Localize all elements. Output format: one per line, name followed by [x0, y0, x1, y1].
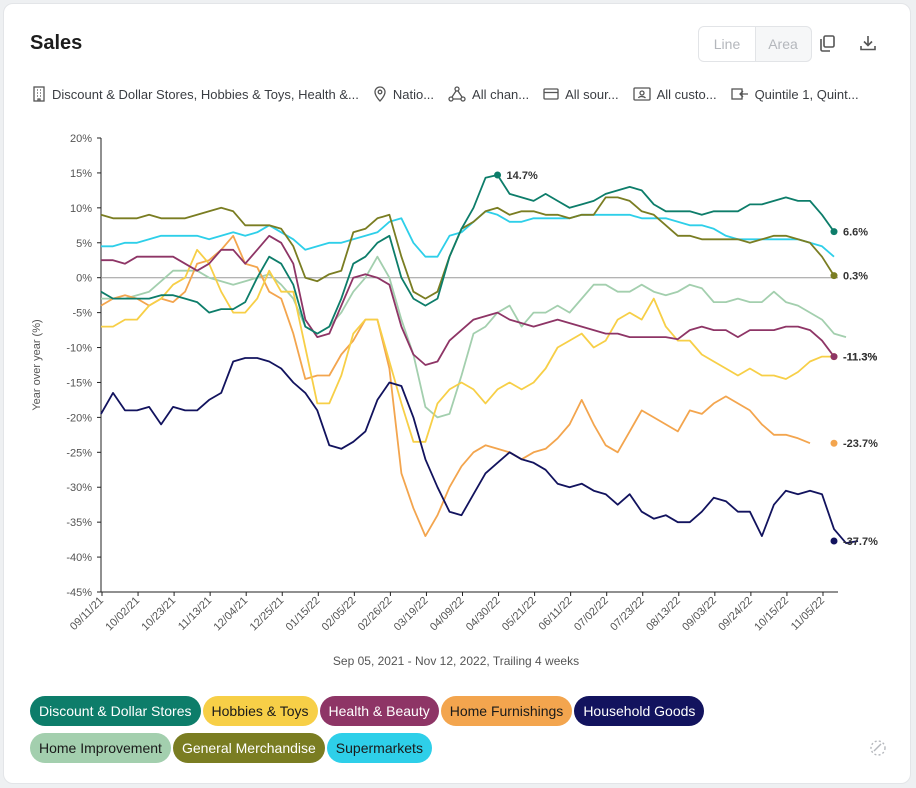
x-tick-label: 12/25/21: [248, 595, 287, 634]
line-toggle-option[interactable]: Line: [699, 27, 755, 61]
y-tick-label: -45%: [66, 587, 92, 599]
series-end-label: -11.3%: [843, 352, 877, 364]
x-tick-label: 01/15/22: [284, 595, 323, 634]
series-end-point: [830, 228, 838, 236]
peak-label: 14.7%: [507, 170, 538, 182]
y-tick-label: -5%: [72, 308, 92, 320]
legend-chip[interactable]: Home Improvement: [30, 733, 171, 763]
legend-chip[interactable]: Hobbies & Toys: [202, 696, 318, 726]
filter-sources[interactable]: All sour...: [543, 86, 619, 102]
y-tick-label: -35%: [66, 517, 92, 529]
series-end-label: 6.6%: [843, 227, 868, 239]
legend-chip[interactable]: Supermarkets: [326, 733, 432, 763]
legend-chip[interactable]: Household Goods: [574, 696, 705, 726]
filter-label: Natio...: [392, 86, 435, 102]
filter-label: All chan...: [472, 86, 530, 102]
filter-customers[interactable]: All custo...: [632, 86, 717, 102]
filter-bar: Discount & Dollar Stores, Hobbies & Toys…: [32, 84, 873, 104]
channels-icon: [448, 86, 466, 102]
series-line: [100, 357, 859, 545]
x-tick-label: 11/05/22: [789, 595, 827, 633]
x-tick-label: 10/23/21: [139, 595, 178, 634]
card-icon: [543, 88, 559, 100]
filter-channels[interactable]: All chan...: [448, 86, 529, 102]
y-tick-label: -10%: [66, 343, 92, 355]
filter-label: Quintile 1, Quint...: [754, 86, 859, 102]
filter-quintile[interactable]: Quintile 1, Quint...: [730, 86, 859, 102]
y-tick-label: 5%: [76, 238, 92, 250]
series-end-point: [830, 353, 838, 361]
series-end-point: [830, 272, 838, 280]
area-toggle-option[interactable]: Area: [768, 36, 798, 52]
y-tick-label: 20%: [70, 133, 92, 145]
series-end-point: [830, 439, 838, 447]
x-tick-label: 11/13/21: [176, 595, 214, 633]
x-tick-label: 07/02/22: [572, 595, 611, 634]
y-tick-label: 0%: [76, 273, 92, 285]
series-end-label: 0.3%: [843, 271, 868, 283]
x-tick-label: 02/26/22: [356, 595, 395, 634]
y-tick-label: -15%: [66, 377, 92, 389]
filter-label: Discount & Dollar Stores, Hobbies & Toys…: [52, 86, 359, 102]
x-tick-label: 09/03/22: [680, 595, 719, 634]
x-tick-label: 12/04/21: [212, 595, 251, 634]
x-tick-label: 04/30/22: [464, 595, 503, 634]
y-tick-label: 10%: [70, 203, 92, 215]
copy-icon[interactable]: [816, 32, 838, 54]
series-line: [100, 174, 835, 335]
series-end-label: -23.7%: [843, 438, 878, 450]
x-tick-label: 09/11/21: [68, 595, 106, 633]
series-end-point: [830, 537, 838, 545]
chart-type-toggle[interactable]: Line Area: [698, 26, 812, 62]
sales-line-chart: 20% 15% 10% 5% 0% -5% -10% -15% -20% -25% -30% -35%…: [31, 133, 878, 668]
page-title: Sales: [30, 32, 83, 54]
x-tick-label: 08/13/22: [644, 595, 683, 634]
series-line: [100, 196, 835, 300]
quintile-icon: [730, 88, 748, 100]
y-tick-label: -20%: [66, 412, 92, 424]
series-line: [101, 248, 834, 443]
x-tick-label: 07/23/22: [608, 595, 647, 634]
customer-id-icon: [632, 87, 651, 101]
download-icon[interactable]: [857, 32, 879, 54]
legend-chip[interactable]: Health & Beauty: [319, 696, 439, 726]
filter-categories[interactable]: Discount & Dollar Stores, Hobbies & Toys…: [32, 86, 359, 102]
y-tick-label: -40%: [66, 552, 92, 564]
y-tick-label: -30%: [66, 482, 92, 494]
store-icon: [33, 86, 45, 102]
series-end-label: -11.3%: [843, 352, 877, 364]
x-tick-label: 03/19/22: [392, 595, 431, 634]
filter-label: All sour...: [565, 86, 619, 102]
x-axis-title: Sep 05, 2021 - Nov 12, 2022, Trailing 4 …: [333, 654, 579, 668]
x-tick-label: 10/02/21: [103, 595, 142, 634]
peak-point: [494, 171, 502, 179]
series-line: [101, 234, 835, 366]
chart-legend: Discount & Dollar Stores Hobbies & Toys He…: [30, 696, 810, 770]
loading-spinner-icon: [870, 740, 886, 756]
y-axis-title: Year over year (%): [31, 319, 43, 410]
series-line: [101, 210, 835, 258]
legend-chip[interactable]: Discount & Dollar Stores: [30, 696, 201, 726]
series-end-label: -37.7%: [843, 536, 878, 548]
filter-label: All custo...: [656, 86, 717, 102]
x-tick-label: 02/05/22: [320, 595, 359, 634]
x-tick-label: 05/21/22: [500, 595, 539, 634]
y-tick-label: -25%: [66, 447, 92, 459]
y-tick-label: 15%: [70, 168, 92, 180]
series-line: [101, 255, 847, 419]
x-tick-label: 10/15/22: [752, 595, 791, 634]
x-tick-label: 09/24/22: [716, 595, 755, 634]
filter-location[interactable]: Natio...: [373, 86, 434, 102]
legend-chip[interactable]: General Merchandise: [172, 733, 325, 763]
legend-chip[interactable]: Home Furnishings: [440, 696, 573, 726]
x-tick-label: 04/09/22: [428, 595, 467, 634]
sales-card: Sales Line Area Discount & Dollar Stores…: [3, 3, 911, 784]
location-pin-icon: [374, 86, 386, 102]
x-tick-label: 06/11/22: [537, 595, 575, 633]
